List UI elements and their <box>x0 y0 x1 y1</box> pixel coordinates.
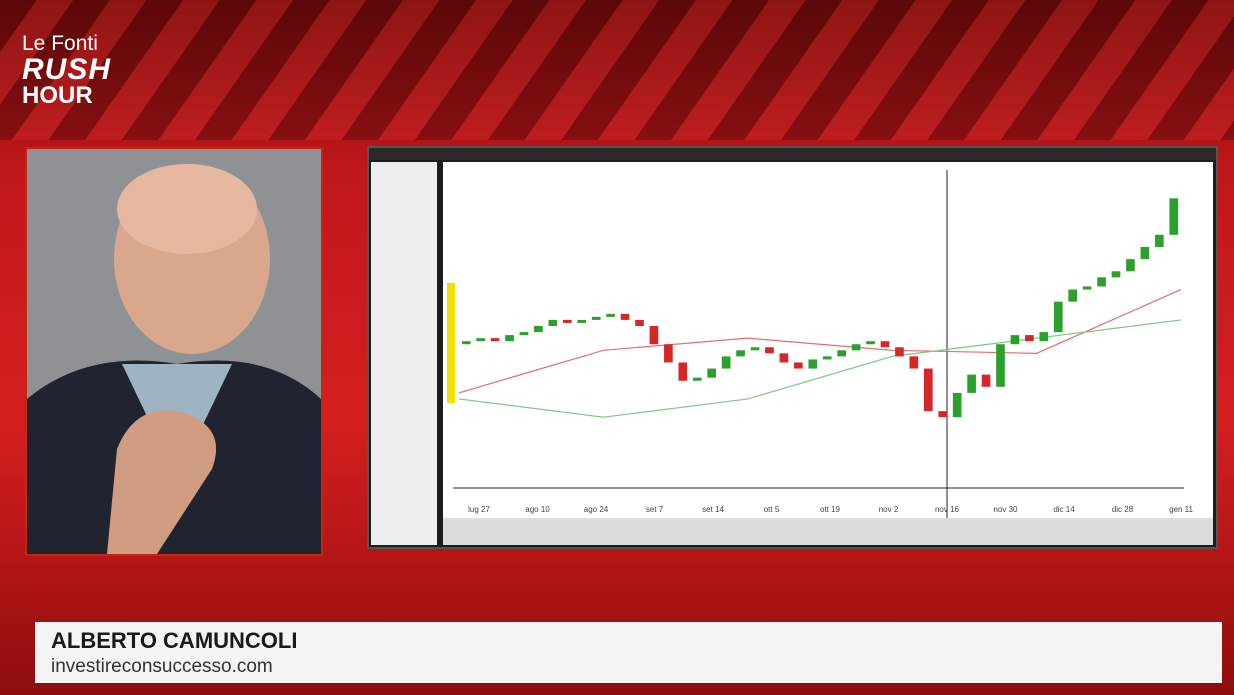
candle <box>707 369 716 378</box>
candle <box>1112 271 1121 277</box>
candle <box>823 356 832 359</box>
logo: Le Fonti RUSH HOUR <box>22 32 111 108</box>
x-tick-label: ago 24 <box>584 505 609 514</box>
candle <box>505 335 514 341</box>
x-tick-label: nov 16 <box>935 505 960 514</box>
x-tick-label: nov 2 <box>879 505 899 514</box>
candle <box>1169 198 1178 234</box>
candle <box>852 344 861 350</box>
candle <box>476 338 485 341</box>
candle <box>462 341 471 344</box>
candle <box>678 362 687 380</box>
guest-name: ALBERTO CAMUNCOLI <box>51 628 297 654</box>
candle <box>621 314 630 320</box>
candle <box>635 320 644 326</box>
candle <box>520 332 529 335</box>
background-texture <box>0 0 1234 140</box>
candle <box>491 338 500 341</box>
candle <box>765 347 774 353</box>
x-tick-label: ago 10 <box>525 505 550 514</box>
candle <box>808 359 817 368</box>
candle <box>534 326 543 332</box>
candle <box>1068 290 1077 302</box>
candle <box>1039 332 1048 341</box>
guest-photo <box>25 147 323 556</box>
candle <box>592 317 601 320</box>
candle <box>953 393 962 417</box>
x-tick-label: lug 27 <box>468 505 490 514</box>
candle <box>996 344 1005 387</box>
candle <box>938 411 947 417</box>
logo-text: HOUR <box>22 84 111 108</box>
candle <box>664 344 673 362</box>
chart: lug 27 ago 10 ago 24 set 7 set 14 ott 5 ott 19… <box>369 148 1216 547</box>
broadcast-frame: Le Fonti RUSH HOUR lug 27 ago 10 ago 24 set… <box>0 0 1234 695</box>
candle <box>577 320 586 323</box>
candle <box>1097 277 1106 286</box>
candle <box>1126 259 1135 271</box>
x-tick-label: ott 5 <box>764 505 780 514</box>
candle <box>1011 335 1020 344</box>
candle <box>924 369 933 412</box>
candle <box>895 347 904 356</box>
candle <box>751 347 760 350</box>
candle <box>1025 335 1034 341</box>
candle <box>736 350 745 356</box>
candle <box>780 353 789 362</box>
candle <box>1054 302 1063 332</box>
lower-third: ALBERTO CAMUNCOLI investireconsuccesso.c… <box>35 622 1222 683</box>
candle <box>1141 247 1150 259</box>
candle <box>693 378 702 381</box>
candle <box>794 362 803 368</box>
x-tick-label: dic 28 <box>1112 505 1134 514</box>
candle <box>722 356 731 368</box>
candle <box>1155 235 1164 247</box>
chart-window: lug 27 ago 10 ago 24 set 7 set 14 ott 5 ott 19… <box>367 146 1218 549</box>
candle <box>881 341 890 347</box>
candle <box>967 375 976 393</box>
candle <box>606 314 615 317</box>
candle <box>910 356 919 368</box>
x-tick-label: nov 30 <box>993 505 1018 514</box>
x-tick-label: set 7 <box>646 505 664 514</box>
guest-website: investireconsuccesso.com <box>51 656 273 678</box>
x-tick-label: set 14 <box>702 505 724 514</box>
candle <box>837 350 846 356</box>
candle <box>1083 286 1092 289</box>
x-tick-label: ott 19 <box>820 505 841 514</box>
x-tick-label: gen 11 <box>1169 505 1193 514</box>
candle <box>549 320 558 326</box>
candle <box>563 320 572 323</box>
x-tick-label: dic 14 <box>1053 505 1075 514</box>
candle <box>650 326 659 344</box>
candle <box>982 375 991 387</box>
logo-text: RUSH <box>22 56 111 84</box>
candle <box>866 341 875 344</box>
